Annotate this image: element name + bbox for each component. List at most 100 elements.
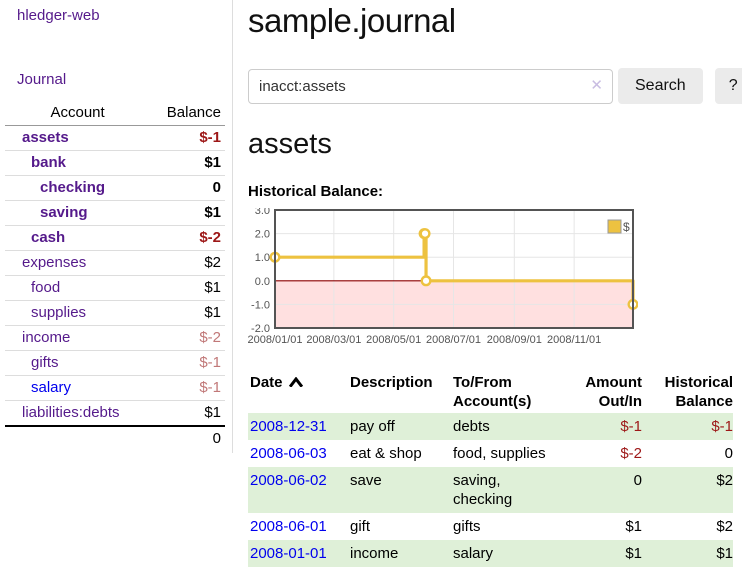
- accounts-total-row: 0: [5, 425, 225, 451]
- account-balance: $-1: [199, 354, 221, 371]
- account-link[interactable]: expenses: [22, 254, 87, 271]
- account-link[interactable]: salary: [31, 379, 72, 396]
- register-table: Date Description To/From Account(s) Amou…: [248, 371, 733, 567]
- accounts-total-spacer: [5, 425, 147, 451]
- transaction-balance: $2: [716, 518, 733, 535]
- search-box: ✕: [248, 68, 613, 104]
- transaction-description: gift: [350, 518, 371, 535]
- register-header-date[interactable]: Date: [248, 371, 348, 413]
- account-row: liabilities:debts $1: [5, 401, 225, 426]
- legend-label: $: [623, 220, 630, 234]
- transaction-amount: $-1: [620, 418, 642, 435]
- sidebar-total-balance: 0: [146, 425, 225, 451]
- account-link[interactable]: supplies: [31, 304, 87, 321]
- search-input[interactable]: [248, 68, 613, 104]
- y-axis-tick-label: 3.0: [255, 208, 270, 217]
- register-header-row: Date Description To/From Account(s) Amou…: [248, 371, 733, 413]
- account-balance: 0: [212, 179, 221, 196]
- account-balance: $-2: [199, 329, 221, 346]
- transaction-accounts: food, supplies: [453, 445, 546, 462]
- account-balance: $2: [204, 254, 221, 271]
- transaction-date-link[interactable]: 2008-06-02: [250, 472, 327, 489]
- account-balance: $-2: [199, 229, 221, 246]
- transaction-row: 2008-01-01 income salary $1 $1: [248, 540, 733, 567]
- account-row: supplies $1: [5, 301, 225, 326]
- transaction-amount: 0: [633, 472, 642, 489]
- transaction-balance: $1: [716, 545, 733, 562]
- main-content: sample.journal ✕ Search ? assets Histori…: [233, 0, 742, 567]
- account-balance: $1: [204, 154, 221, 171]
- register-header-date-label: Date: [250, 374, 283, 391]
- sidebar: hledger-web Journal Account Balance asse…: [0, 0, 233, 453]
- sort-asc-icon: [288, 376, 303, 388]
- transaction-description: eat & shop: [350, 445, 422, 462]
- y-axis-tick-label: 1.0: [255, 252, 270, 264]
- transaction-row: 2008-06-03 eat & shop food, supplies $-2 0: [248, 440, 733, 467]
- register-header-amount[interactable]: Amount Out/In: [585, 374, 642, 410]
- account-link[interactable]: cash: [31, 229, 66, 246]
- sidebar-item-journal[interactable]: Journal: [17, 71, 67, 88]
- account-heading: assets: [248, 128, 332, 160]
- account-balance: $1: [204, 279, 221, 296]
- account-link[interactable]: food: [31, 279, 61, 296]
- register-header-balance[interactable]: Historical Balance: [664, 374, 733, 410]
- transaction-accounts: gifts: [453, 518, 481, 535]
- transaction-row: 2008-12-31 pay off debts $-1 $-1: [248, 413, 733, 440]
- account-row: expenses $2: [5, 251, 225, 276]
- x-axis-tick-label: 2008/11/01: [547, 334, 601, 346]
- account-balance: $-1: [199, 129, 221, 146]
- x-axis-tick-label: 2008/01/01: [248, 334, 303, 346]
- account-link[interactable]: gifts: [31, 354, 59, 371]
- transaction-accounts: salary: [453, 545, 494, 562]
- accounts-header-balance: Balance: [166, 104, 221, 121]
- account-link[interactable]: assets: [22, 129, 69, 146]
- account-row: gifts $-1: [5, 351, 225, 376]
- search-form: ✕ Search ?: [248, 68, 742, 104]
- account-link[interactable]: liabilities:debts: [22, 404, 120, 421]
- app-brand-link[interactable]: hledger-web: [17, 7, 100, 24]
- transaction-amount: $1: [625, 545, 642, 562]
- account-row: salary $-1: [5, 376, 225, 401]
- plot-border: [274, 209, 634, 329]
- account-link[interactable]: saving: [40, 204, 88, 221]
- account-balance: $1: [204, 304, 221, 321]
- transaction-balance: $-1: [711, 418, 733, 435]
- account-link[interactable]: checking: [40, 179, 106, 196]
- transaction-date-link[interactable]: 2008-06-03: [250, 445, 327, 462]
- help-button[interactable]: ?: [714, 68, 742, 104]
- transaction-accounts: saving, checking: [453, 472, 513, 508]
- x-axis-tick-label: 2008/07/01: [426, 334, 481, 346]
- transaction-date-link[interactable]: 2008-06-01: [250, 518, 327, 535]
- accounts-header-row: Account Balance: [5, 101, 225, 126]
- data-point-marker[interactable]: [420, 275, 432, 287]
- search-button[interactable]: Search: [618, 68, 703, 104]
- accounts-table: Account Balance assets $-1 bank $1 checking 0…: [5, 101, 225, 451]
- y-axis-tick-label: -1.0: [251, 299, 270, 311]
- clear-search-icon[interactable]: ✕: [590, 76, 603, 94]
- account-link[interactable]: income: [22, 329, 71, 346]
- transaction-description: income: [350, 545, 399, 562]
- register-header-accounts[interactable]: To/From Account(s): [453, 374, 532, 410]
- data-point-marker[interactable]: [419, 228, 431, 240]
- account-balance: $1: [204, 404, 221, 421]
- x-axis-tick-label: 2008/05/01: [366, 334, 421, 346]
- historical-balance-chart: $3.0 2.0 1.0 0.0 -1.0 -2.0 2008/01/01 2008/03/0…: [248, 208, 638, 348]
- y-axis-tick-label: 2.0: [255, 229, 270, 241]
- transaction-date-link[interactable]: 2008-12-31: [250, 418, 327, 435]
- x-axis-tick-label: 2008/03/01: [306, 334, 361, 346]
- accounts-header-account: Account: [50, 104, 105, 121]
- y-axis-tick-label: 0.0: [255, 276, 270, 288]
- transaction-balance: $2: [716, 472, 733, 489]
- account-row: cash $-2: [5, 226, 225, 251]
- transaction-date-link[interactable]: 2008-01-01: [250, 545, 327, 562]
- page-title: sample.journal: [248, 2, 456, 39]
- register-header-description[interactable]: Description: [350, 374, 433, 391]
- transaction-row: 2008-06-01 gift gifts $1 $2: [248, 513, 733, 540]
- account-row: food $1: [5, 276, 225, 301]
- x-axis-tick-label: 2008/09/01: [487, 334, 542, 346]
- account-link[interactable]: bank: [31, 154, 67, 171]
- account-balance: $-1: [199, 379, 221, 396]
- transaction-amount: $1: [625, 518, 642, 535]
- account-balance: $1: [204, 204, 221, 221]
- transaction-accounts: debts: [453, 418, 490, 435]
